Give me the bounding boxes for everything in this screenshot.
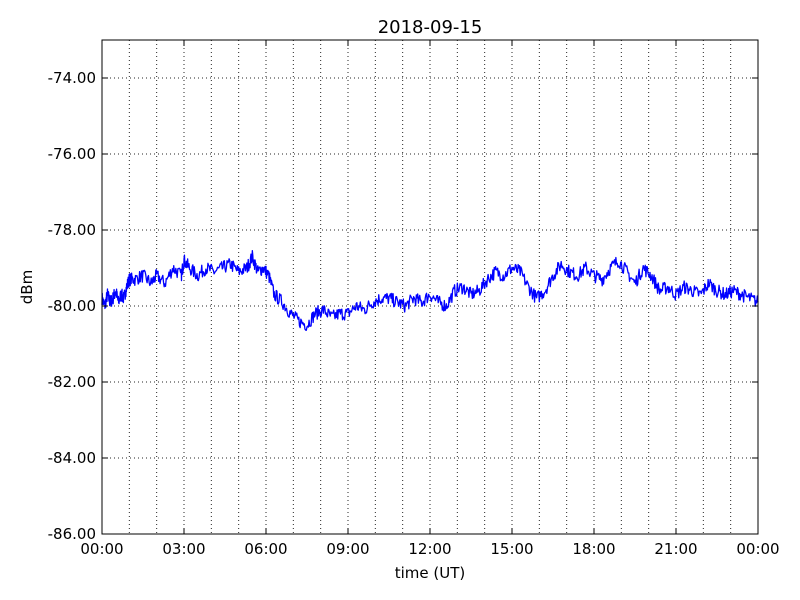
x-tick-label: 00:00 xyxy=(80,540,123,558)
ticks: 00:00 03:00 06:00 09:00 12:00 15:00 18:00 21:00… xyxy=(48,40,780,558)
y-axis-label: dBm xyxy=(18,270,36,304)
x-tick-label: 09:00 xyxy=(326,540,369,558)
signal-series-line xyxy=(101,249,759,331)
chart-title: 2018-09-15 xyxy=(378,17,483,38)
y-tick-label: -86.00 xyxy=(48,525,96,543)
x-tick-label: 06:00 xyxy=(244,540,287,558)
y-tick-label: -82.00 xyxy=(48,373,96,391)
y-tick-label: -80.00 xyxy=(48,297,96,315)
y-tick-label: -84.00 xyxy=(48,449,96,467)
x-tick-label: 03:00 xyxy=(162,540,205,558)
y-tick-label: -78.00 xyxy=(48,221,96,239)
y-tick-label: -74.00 xyxy=(48,69,96,87)
series-layer xyxy=(101,249,759,331)
grid xyxy=(102,40,758,534)
x-axis-label: time (UT) xyxy=(395,564,466,582)
x-tick-label: 15:00 xyxy=(490,540,533,558)
plot-frame xyxy=(101,39,759,535)
x-tick-label: 00:00 xyxy=(736,540,779,558)
y-tick-label: -76.00 xyxy=(48,145,96,163)
x-tick-label: 12:00 xyxy=(408,540,451,558)
x-tick-label: 18:00 xyxy=(572,540,615,558)
x-tick-label: 21:00 xyxy=(654,540,697,558)
